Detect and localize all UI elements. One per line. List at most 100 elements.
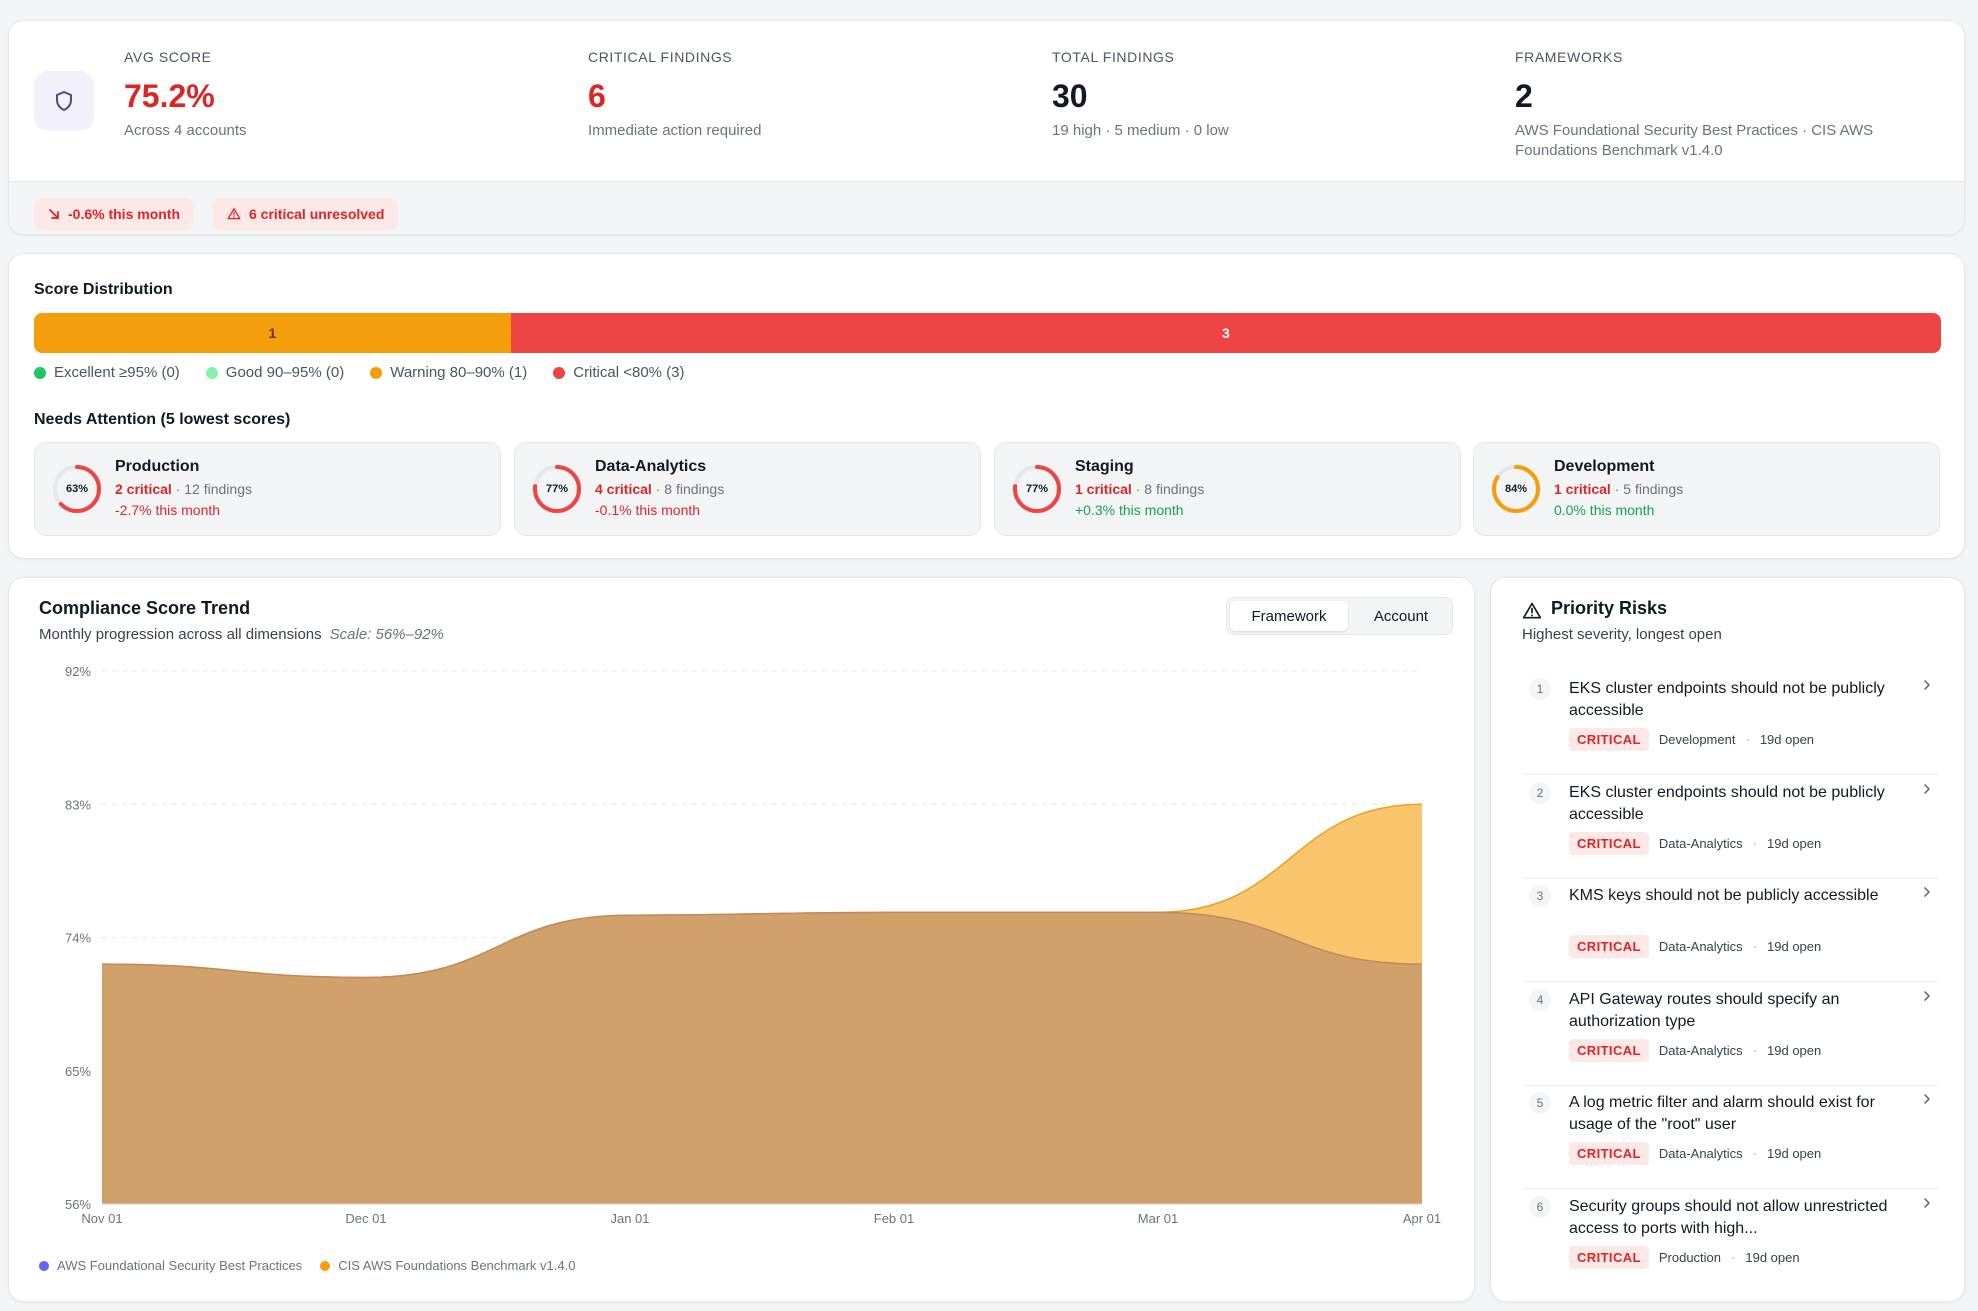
risk-item[interactable]: 6 Security groups should not allow unrest…	[1523, 1190, 1938, 1293]
legend-label: AWS Foundational Security Best Practices	[57, 1258, 303, 1273]
scale-note: Scale: 56%–92%	[329, 626, 444, 643]
risk-number: 5	[1529, 1092, 1551, 1115]
trend-pill-label: -0.6% this month	[68, 206, 181, 222]
account-meta: 2 critical · 12 findings	[115, 481, 252, 497]
account-card[interactable]: 63% Production 2 critical · 12 findings -2.…	[34, 442, 501, 536]
account-meta: 1 critical · 5 findings	[1554, 481, 1683, 497]
risk-title: Security groups should not allow unrestr…	[1569, 1198, 1888, 1237]
risk-item[interactable]: 4 API Gateway routes should specify an au…	[1523, 983, 1938, 1086]
meta-separator: ·	[1752, 1146, 1758, 1162]
warning-triangle-icon	[227, 208, 241, 220]
legend-dot	[34, 366, 46, 379]
distribution-segment: 3	[510, 313, 1941, 353]
score-ring	[1492, 465, 1540, 513]
toggle-framework[interactable]: Framework	[1230, 601, 1348, 631]
risk-item[interactable]: 5 A log metric filter and alarm should ex…	[1523, 1086, 1938, 1190]
stat-value: 75.2%	[124, 78, 215, 114]
x-tick-label: Feb 01	[874, 1211, 914, 1226]
stat-sub: AWS Foundational Security Best Practices…	[1515, 122, 1874, 159]
chart-legend: AWS Foundational Security Best Practices…	[39, 1258, 575, 1273]
legend-item: Excellent ≥95% (0)	[34, 364, 180, 381]
score-ring-arc	[1013, 465, 1061, 513]
risk-age: 19d open	[1767, 1042, 1822, 1058]
account-card[interactable]: 77% Data-Analytics 4 critical · 8 findings…	[514, 442, 981, 536]
score-ring-label: 84%	[1504, 483, 1528, 495]
account-meta: 1 critical · 8 findings	[1075, 481, 1204, 497]
x-tick-label: Jan 01	[610, 1211, 649, 1226]
account-findings-count: · 5 findings	[1610, 481, 1684, 497]
risk-age: 19d open	[1767, 1146, 1822, 1162]
risk-age: 19d open	[1767, 939, 1822, 955]
score-ring-label: 63%	[65, 483, 89, 495]
toggle-account[interactable]: Account	[1373, 607, 1429, 625]
stat-sub: 19 high · 5 medium · 0 low	[1052, 122, 1229, 139]
account-trend: +0.3% this month	[1075, 502, 1184, 518]
stat-label: TOTAL FINDINGS	[1052, 49, 1175, 65]
severity-badge: CRITICAL	[1569, 728, 1649, 751]
score-ring	[1013, 465, 1061, 513]
legend-item: Warning 80–90% (1)	[370, 364, 527, 381]
legend-item: CIS AWS Foundations Benchmark v1.4.0	[320, 1258, 575, 1273]
risk-title: EKS cluster endpoints should not be publ…	[1569, 680, 1885, 719]
distribution-segment: 1	[34, 313, 511, 353]
chevron-right-icon	[1924, 887, 1930, 897]
account-meta: 4 critical · 8 findings	[595, 481, 724, 497]
severity-badge: CRITICAL	[1569, 831, 1649, 855]
stat-label: FRAMEWORKS	[1515, 49, 1623, 65]
critical-unresolved-pill[interactable]: 6 critical unresolved	[213, 198, 399, 230]
stat-sub: Across 4 accounts	[124, 122, 247, 139]
chevron-path	[1924, 990, 1930, 1001]
risk-title: EKS cluster endpoints should not be publ…	[1569, 783, 1885, 823]
account-card[interactable]: 84% Development 1 critical · 5 findings 0.0…	[1473, 442, 1940, 536]
risk-item[interactable]: 3 KMS keys should not be publicly accessi…	[1523, 879, 1938, 983]
arrow-down-right-icon	[49, 209, 59, 219]
score-ring-arc	[53, 465, 101, 513]
score-ring	[533, 465, 581, 513]
stat-value: 30	[1052, 78, 1088, 114]
priority-risks-card: Priority Risks Highest severity, longest…	[1490, 577, 1965, 1302]
stat-critical-findings: CRITICAL FINDINGS 6 Immediate action req…	[588, 49, 1008, 141]
account-trend: 0.0% this month	[1554, 502, 1655, 518]
compliance-trend-card: Compliance Score Trend Monthly progressi…	[8, 577, 1475, 1302]
account-name: Development	[1554, 458, 1655, 475]
trend-pill[interactable]: -0.6% this month	[34, 198, 195, 230]
risk-meta: CRITICAL Production · 19d open	[1569, 1246, 1800, 1269]
risk-meta: CRITICAL Data-Analytics · 19d open	[1569, 935, 1822, 959]
section-title: Score Distribution	[34, 281, 173, 298]
risk-account: Data-Analytics	[1658, 1042, 1743, 1058]
risk-meta: CRITICAL Data-Analytics · 19d open	[1569, 1142, 1822, 1166]
risk-title: KMS keys should not be publicly accessib…	[1569, 887, 1879, 905]
risk-meta: CRITICAL Data-Analytics · 19d open	[1569, 831, 1821, 855]
risk-title: A log metric filter and alarm should exi…	[1569, 1094, 1875, 1134]
risks-title: Priority Risks	[1551, 598, 1668, 618]
stat-label: AVG SCORE	[124, 49, 212, 65]
account-name: Data-Analytics	[595, 458, 707, 475]
legend-item: AWS Foundational Security Best Practices	[39, 1258, 302, 1273]
score-ring-arc	[1492, 465, 1540, 513]
chevron-path	[1924, 1094, 1930, 1105]
stat-value: 2	[1515, 78, 1533, 114]
stat-label: CRITICAL FINDINGS	[588, 49, 733, 65]
risk-age: 19d open	[1745, 1250, 1800, 1265]
risk-item[interactable]: 1 EKS cluster endpoints should not be pub…	[1523, 672, 1938, 775]
chevron-right-icon	[1924, 1094, 1930, 1105]
risk-item[interactable]: 2 EKS cluster endpoints should not be pub…	[1523, 776, 1938, 879]
meta-separator: ·	[1752, 939, 1758, 955]
series-line	[101, 911, 1423, 979]
y-tick-label: 65%	[65, 1064, 91, 1079]
account-trend: -0.1% this month	[595, 502, 701, 518]
score-ring-label: 77%	[545, 483, 569, 495]
meta-separator: ·	[1752, 835, 1758, 851]
account-card[interactable]: 77% Staging 1 critical · 8 findings +0.3% t…	[994, 442, 1461, 536]
risk-title: API Gateway routes should specify an aut…	[1569, 990, 1840, 1030]
account-critical-count: 4 critical	[595, 481, 652, 497]
shield-icon-box	[34, 71, 94, 131]
chart-title: Compliance Score Trend	[39, 598, 251, 618]
legend-label: Excellent ≥95% (0)	[54, 364, 180, 381]
risk-meta: CRITICAL Data-Analytics · 19d open	[1569, 1038, 1822, 1062]
x-tick-label: Apr 01	[1403, 1211, 1441, 1226]
stat-value: 6	[588, 78, 606, 114]
account-name: Staging	[1075, 458, 1134, 475]
chevron-right-icon	[1924, 990, 1930, 1001]
